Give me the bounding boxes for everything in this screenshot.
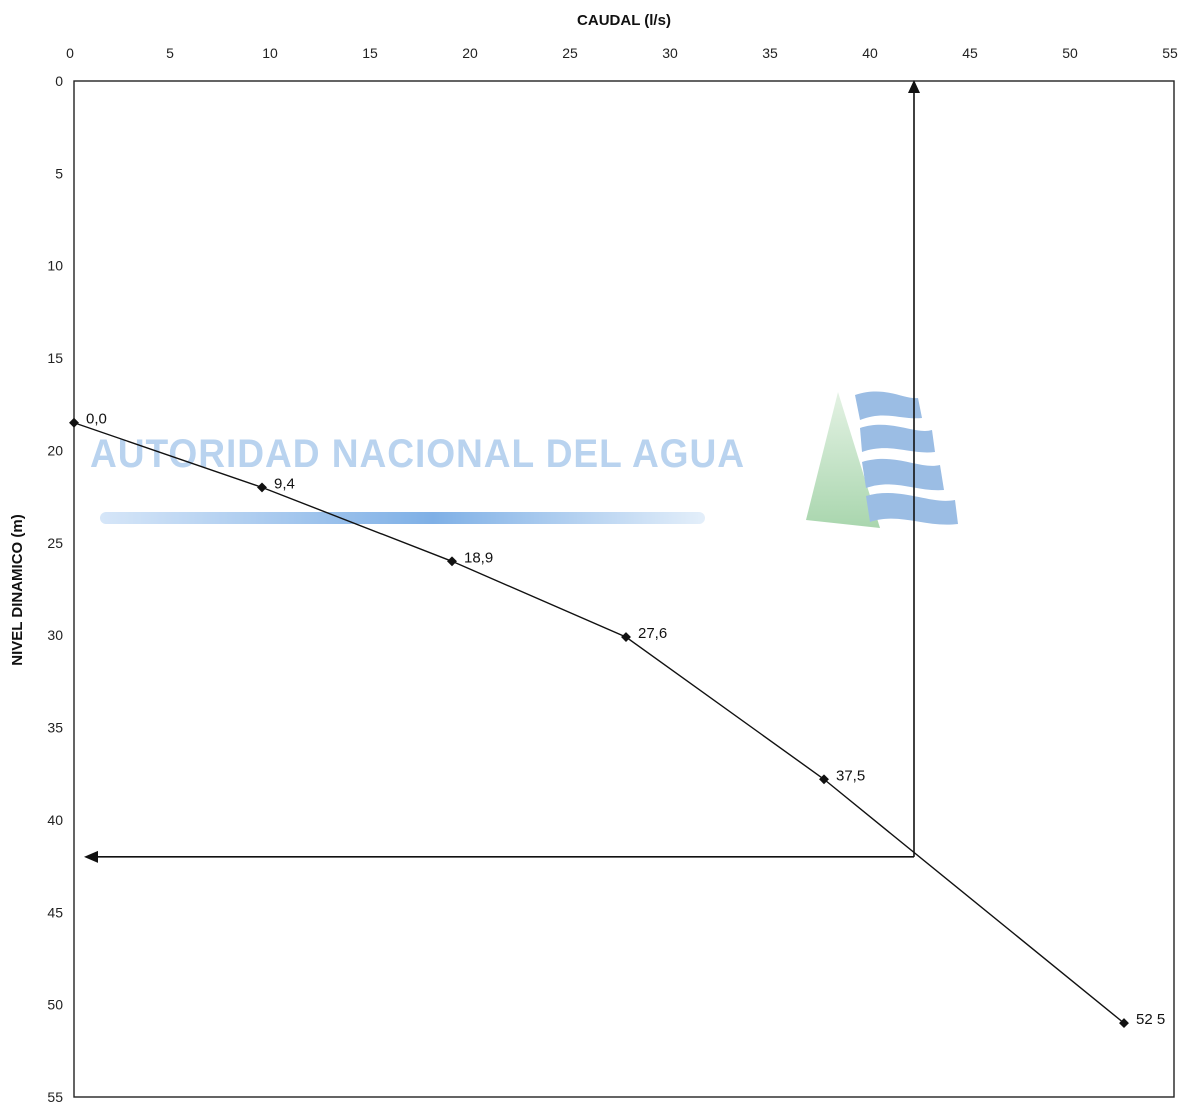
data-point — [621, 632, 631, 642]
y-tick-label: 5 — [55, 165, 63, 181]
data-label: 52 5 — [1136, 1011, 1165, 1028]
x-tick-label: 10 — [262, 45, 278, 61]
series-group — [69, 417, 1129, 1029]
y-tick-label: 30 — [47, 627, 63, 643]
y-tick-label: 25 — [47, 535, 63, 551]
x-tick-label: 35 — [762, 45, 778, 61]
x-tick-label: 45 — [962, 45, 978, 61]
y-tick-label: 20 — [47, 442, 63, 458]
data-point — [819, 774, 829, 785]
x-tick-label: 50 — [1062, 45, 1078, 61]
data-label: 18,9 — [464, 549, 493, 566]
arrow-up-icon — [908, 80, 920, 93]
data-point — [447, 556, 457, 567]
x-tick-label: 25 — [562, 45, 578, 61]
y-tick-label: 40 — [47, 812, 63, 828]
y-tick-label: 10 — [47, 258, 63, 274]
annotation-arrows — [84, 80, 920, 863]
watermark-wave-icon — [855, 391, 958, 525]
watermark-tree-icon — [806, 392, 880, 528]
data-label: 27,6 — [638, 625, 667, 642]
plot-frame — [73, 80, 1175, 1098]
y-tick-label: 0 — [55, 73, 63, 89]
data-labels-group: 0,0 9,4 18,9 27,6 37,5 52 5 — [86, 411, 1165, 1028]
x-tick-label: 55 — [1162, 45, 1178, 61]
watermark-logo: AUTORIDAD NACIONAL DEL AGUA — [90, 391, 958, 528]
data-label: 9,4 — [274, 475, 295, 492]
x-tick-label: 0 — [66, 45, 74, 61]
watermark-text: AUTORIDAD NACIONAL DEL AGUA — [90, 432, 745, 476]
x-axis-title: CAUDAL (l/s) — [577, 12, 671, 29]
y-tick-label: 45 — [47, 904, 63, 920]
y-tick-label: 55 — [47, 1089, 63, 1105]
data-point — [1119, 1018, 1129, 1029]
x-tick-label: 30 — [662, 45, 678, 61]
x-tick-label: 5 — [166, 45, 174, 61]
data-point — [69, 417, 79, 428]
arrow-left-icon — [84, 850, 98, 863]
y-tick-label: 35 — [47, 720, 63, 736]
watermark-bar — [100, 512, 705, 524]
y-axis-title: NIVEL DINAMICO (m) — [9, 514, 26, 665]
series-line — [73, 422, 1125, 1024]
x-tick-labels: 0 5 10 15 20 25 30 35 40 45 50 55 — [66, 45, 1178, 61]
data-label: 0,0 — [86, 411, 107, 428]
y-tick-label: 50 — [47, 997, 63, 1013]
data-label: 37,5 — [836, 767, 865, 784]
y-tick-labels: 0 5 10 15 20 25 30 35 40 45 50 55 — [47, 73, 63, 1105]
data-point — [257, 482, 267, 493]
y-tick-label: 15 — [47, 350, 63, 366]
x-tick-label: 20 — [462, 45, 478, 61]
x-tick-label: 40 — [862, 45, 878, 61]
x-tick-label: 15 — [362, 45, 378, 61]
